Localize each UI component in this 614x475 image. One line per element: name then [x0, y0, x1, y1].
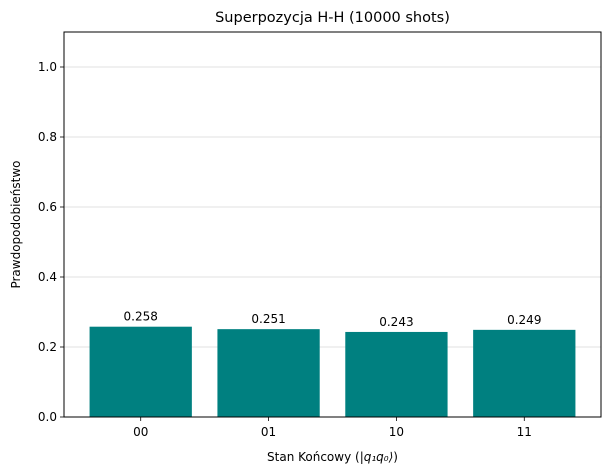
bar-00: [89, 326, 192, 417]
bar-10: [345, 331, 448, 417]
y-ticks-group: 0.0 0.2 0.4 0.6 0.8 1.0: [38, 60, 64, 424]
y-axis-label: Prawdopodobieństwo: [9, 160, 23, 288]
bar-value-label: 0.258: [124, 310, 158, 324]
data-labels-group: 0.258 0.251 0.243 0.249: [124, 310, 542, 329]
bar-value-label: 0.243: [379, 315, 413, 329]
bar-11: [473, 329, 576, 417]
x-tick-label: 10: [389, 425, 404, 439]
y-tick-label: 0.2: [38, 340, 57, 354]
bar-value-label: 0.251: [251, 312, 285, 326]
y-tick-label: 0.0: [38, 410, 57, 424]
x-tick-label: 01: [261, 425, 276, 439]
y-tick-label: 0.6: [38, 200, 57, 214]
x-axis-label-ket: |q₁q₀⟩: [360, 450, 394, 464]
chart-title: Superpozycja H-H (10000 shots): [215, 10, 450, 26]
x-axis-label-prefix: Stan Końcowy (: [267, 450, 360, 464]
y-tick-label: 0.4: [38, 270, 57, 284]
x-axis-label-suffix: ): [393, 450, 398, 464]
x-tick-label: 11: [517, 425, 532, 439]
x-ticks-group: 00 01 10 11: [133, 417, 532, 439]
y-tick-label: 1.0: [38, 60, 57, 74]
bars-group: [89, 326, 576, 417]
plot-frame: [63, 31, 602, 418]
bar-value-label: 0.249: [507, 313, 541, 327]
bar-01: [217, 329, 320, 417]
x-tick-label: 00: [133, 425, 148, 439]
x-axis-label: Stan Końcowy (|q₁q₀⟩): [267, 450, 398, 464]
y-tick-label: 0.8: [38, 130, 57, 144]
